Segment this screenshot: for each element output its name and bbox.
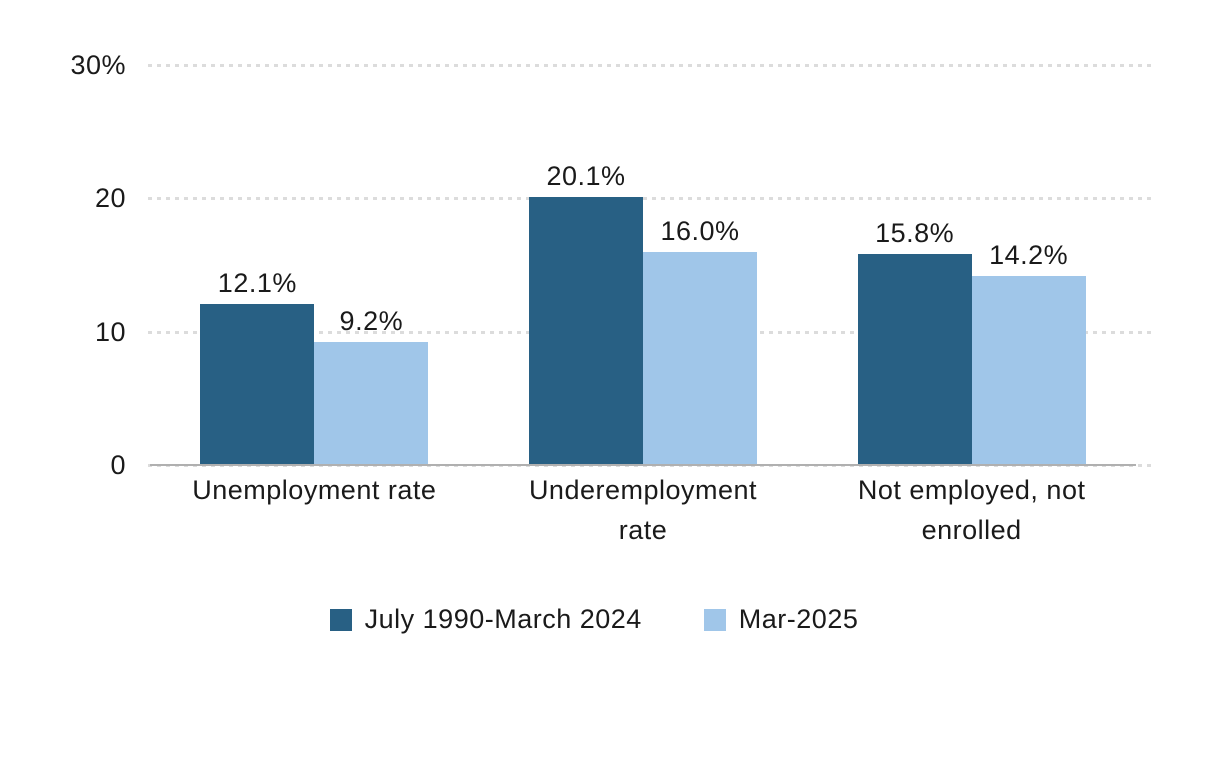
bar	[200, 303, 315, 465]
legend-item: Mar-2025	[703, 604, 859, 635]
x-category-label-line: rate	[618, 515, 668, 545]
legend-label: Mar-2025	[738, 604, 859, 634]
bar-value-label: 9.2%	[339, 306, 404, 337]
bar	[643, 251, 757, 465]
gridline-20	[148, 197, 1156, 201]
y-tick-label: 20	[94, 183, 126, 214]
legend: July 1990-March 2024 Mar-2025	[0, 604, 1202, 635]
bar-value-label: 16.0%	[660, 215, 740, 246]
y-tick-label: 30%	[70, 50, 126, 80]
x-category-label: Not employed, not enrolled	[812, 470, 1132, 550]
x-category-label-line: Not employed, not	[857, 475, 1086, 505]
legend-label: July 1990-March 2024	[364, 604, 642, 634]
bar	[857, 254, 972, 465]
x-category-label: Underemployment rate	[483, 470, 803, 550]
bar	[314, 342, 429, 465]
bar-value-label: 15.8%	[875, 218, 955, 249]
y-tick-label: 0	[110, 450, 126, 480]
y-tick-label: 10	[94, 316, 126, 347]
plot-area: 12.1% 9.2% 20.1% 16.0% 15.8% 14.2%	[148, 64, 1156, 467]
bar	[971, 275, 1086, 465]
gridline-30	[148, 64, 1156, 67]
x-category-label-line: Underemployment	[528, 475, 758, 505]
x-category-label-line: Unemployment rate	[192, 475, 437, 505]
bar-value-label: 20.1%	[546, 161, 626, 191]
legend-item: July 1990-March 2024	[329, 604, 642, 635]
bar	[529, 197, 643, 465]
legend-swatch	[329, 608, 352, 631]
x-category-label: Unemployment rate	[154, 470, 474, 510]
bar-value-label: 14.2%	[989, 239, 1069, 270]
x-category-label-line: enrolled	[921, 515, 1022, 545]
bar-value-label: 12.1%	[217, 267, 297, 298]
legend-swatch	[703, 608, 726, 631]
x-axis-line	[150, 464, 1136, 466]
